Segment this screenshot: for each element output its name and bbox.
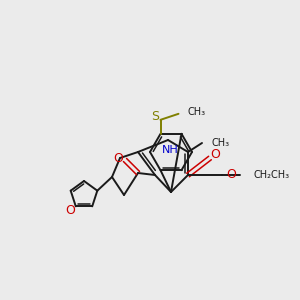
Text: S: S: [152, 110, 160, 123]
Text: O: O: [65, 204, 75, 217]
Text: O: O: [210, 148, 220, 161]
Text: NH: NH: [162, 145, 178, 155]
Text: O: O: [226, 167, 236, 181]
Text: O: O: [113, 152, 123, 164]
Text: CH₃: CH₃: [188, 107, 206, 117]
Text: CH₂CH₃: CH₂CH₃: [254, 170, 290, 180]
Text: CH₃: CH₃: [212, 138, 230, 148]
